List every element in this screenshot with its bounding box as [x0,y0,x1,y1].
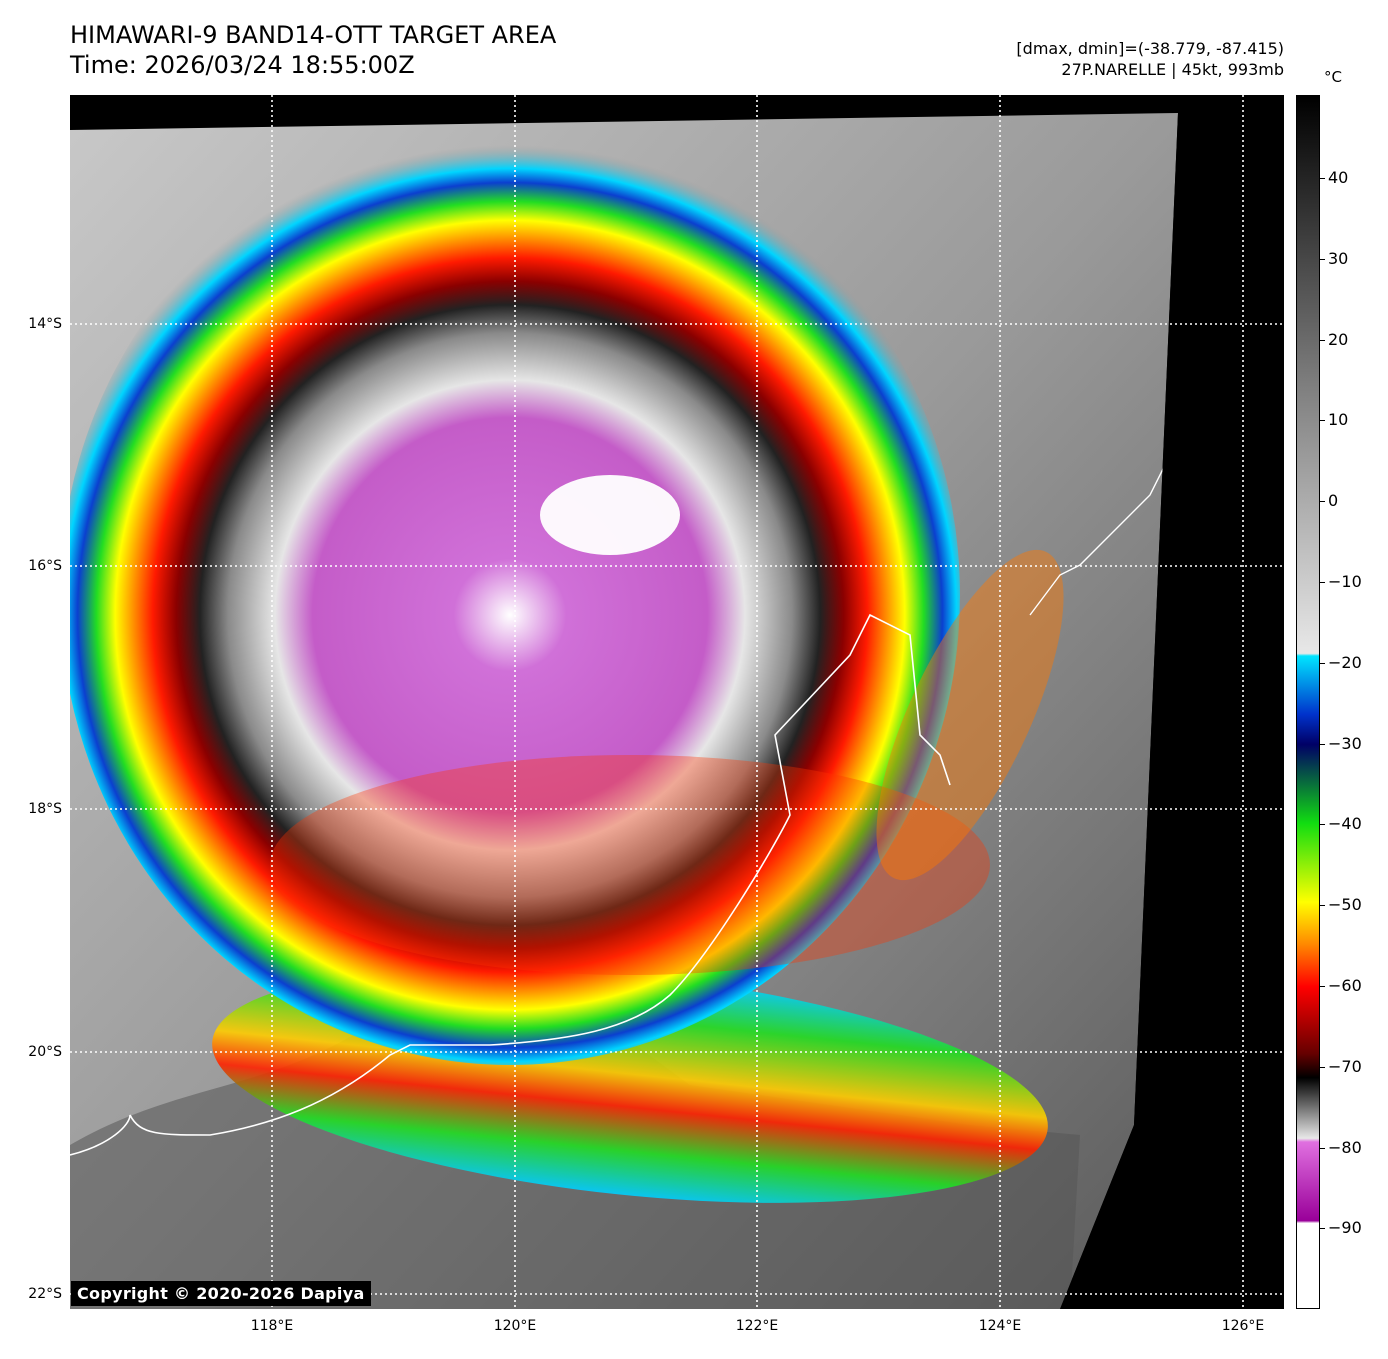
colorbar-tick [1320,1228,1325,1229]
colorbar-tick-label: −90 [1328,1218,1362,1237]
colorbar-tick [1320,744,1325,745]
lon-label-122e: 122°E [735,1318,779,1334]
colorbar-tick [1320,340,1325,341]
colorbar-tick-label: −30 [1328,734,1362,753]
lon-label-126e: 126°E [1221,1318,1265,1334]
satellite-image [70,95,1284,1309]
chart-title: HIMAWARI-9 BAND14-OTT TARGET AREA Time: … [70,20,556,80]
colorbar-tick [1320,1148,1325,1149]
colorbar-tick-label: 40 [1328,168,1349,187]
colorbar-tick [1320,178,1325,179]
title-line-2: Time: 2026/03/24 18:55:00Z [70,51,415,79]
lat-label-16s: 16°S [28,558,62,574]
colorbar-tick-label: −50 [1328,895,1362,914]
colorbar-tick [1320,905,1325,906]
lat-label-18s: 18°S [28,801,62,817]
lon-label-120e: 120°E [493,1318,537,1334]
lat-label-22s: 22°S [28,1286,62,1302]
title-line-1: HIMAWARI-9 BAND14-OTT TARGET AREA [70,21,557,49]
storm-info: [dmax, dmin]=(-38.779, -87.415) 27P.NARE… [1016,38,1284,80]
colorbar-tick-label: −20 [1328,653,1362,672]
lat-label-14s: 14°S [28,316,62,332]
colorbar-tick-label: −80 [1328,1138,1362,1157]
colorbar-tick [1320,824,1325,825]
colorbar-tick-label: 20 [1328,330,1349,349]
colorbar-tick [1320,582,1325,583]
copyright-label: Copyright © 2020-2026 Dapiya [71,1281,371,1306]
colorbar-tick-label: −10 [1328,572,1362,591]
colorbar-tick-label: −40 [1328,814,1362,833]
colorbar-tick [1320,420,1325,421]
colorbar-tick [1320,663,1325,664]
colorbar-tick-label: 0 [1328,491,1339,510]
colorbar [1296,95,1320,1309]
colorbar-tick [1320,986,1325,987]
lon-label-118e: 118°E [250,1318,294,1334]
colorbar-tick-label: 10 [1328,410,1349,429]
satellite-image-svg [70,95,1284,1309]
lon-label-124e: 124°E [978,1318,1022,1334]
storm-text: 27P.NARELLE | 45kt, 993mb [1061,60,1284,79]
colorbar-tick [1320,501,1325,502]
colorbar-tick-label: 30 [1328,249,1349,268]
colorbar-tick-label: −70 [1328,1057,1362,1076]
colorbar-tick [1320,259,1325,260]
colorbar-unit: °C [1324,68,1342,86]
range-text: [dmax, dmin]=(-38.779, -87.415) [1016,39,1284,58]
colorbar-tick [1320,1067,1325,1068]
lat-label-20s: 20°S [28,1044,62,1060]
colorbar-tick-label: −60 [1328,976,1362,995]
